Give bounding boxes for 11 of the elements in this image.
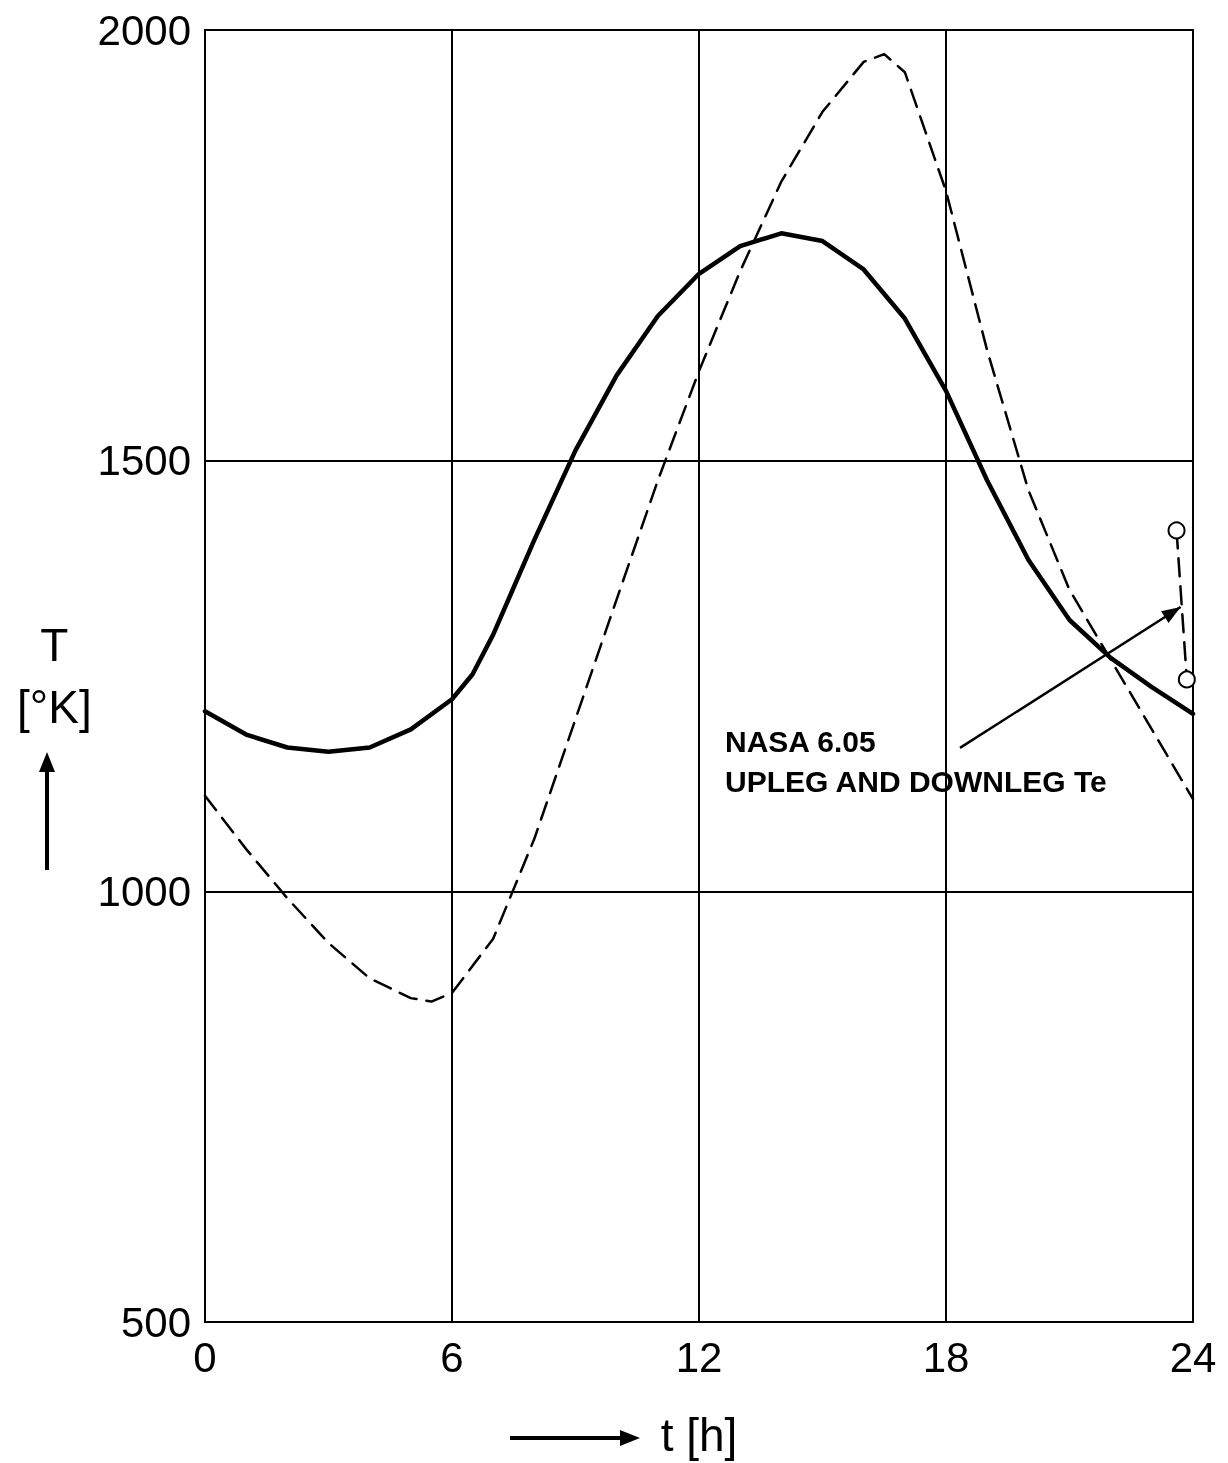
y-tick-label: 500: [120, 1298, 191, 1346]
y-tick-label: 2000: [97, 6, 191, 54]
y-axis-title: T [°K]: [17, 619, 92, 733]
x-tick-label: 0: [193, 1333, 217, 1381]
y-tick-label: 1000: [97, 867, 191, 915]
x-axis-title: t [h]: [660, 1409, 738, 1461]
x-tick-label: 6: [440, 1333, 464, 1381]
x-tick-label: 24: [1169, 1333, 1217, 1381]
x-tick-label: 18: [922, 1333, 970, 1381]
y-tick-label: 1500: [97, 437, 191, 485]
x-tick-label: 12: [675, 1333, 723, 1381]
